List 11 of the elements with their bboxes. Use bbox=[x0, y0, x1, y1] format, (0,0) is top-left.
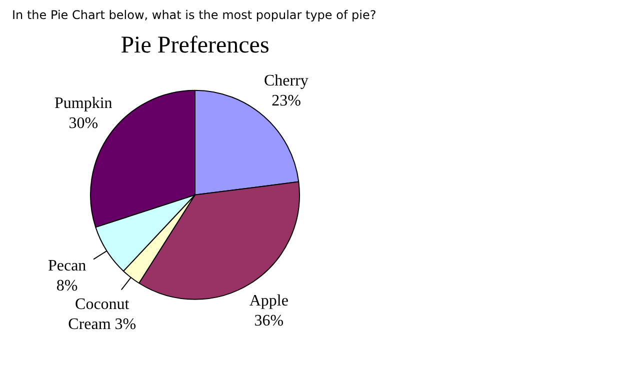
data-label: 36% bbox=[254, 312, 284, 330]
chart-title: Pie Preferences bbox=[120, 32, 270, 59]
slice-label: Pumpkin bbox=[54, 95, 112, 112]
text: In the Pie Chart below, what is the most popular type of pie? bbox=[12, 8, 376, 22]
data-label: 30% bbox=[68, 115, 98, 132]
slice-label: Cherry bbox=[264, 72, 308, 90]
slice-label: Apple bbox=[249, 292, 288, 310]
data-label: 23% bbox=[272, 92, 301, 110]
slice-label: Coconut Cream 3% bbox=[68, 296, 136, 333]
data-label: 8% bbox=[56, 277, 78, 294]
slice-label: Pecan bbox=[48, 257, 86, 274]
